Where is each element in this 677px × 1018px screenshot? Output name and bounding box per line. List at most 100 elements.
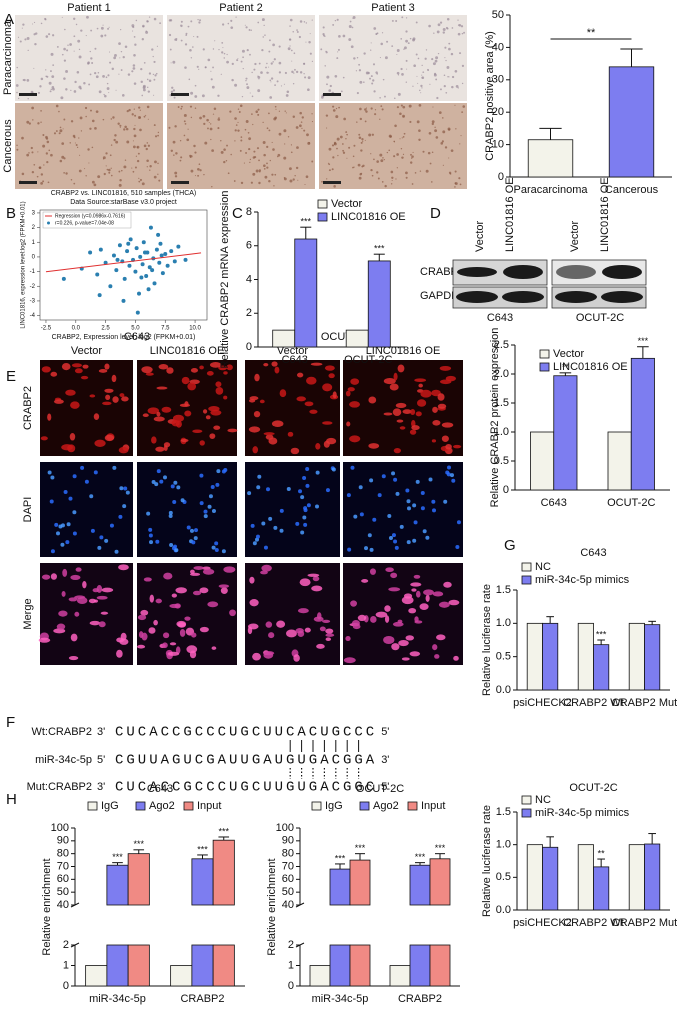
cell: [162, 632, 170, 639]
texture: [251, 95, 254, 98]
y-tick-label: 70: [57, 860, 69, 872]
texture: [411, 155, 414, 158]
band: [601, 291, 643, 303]
texture: [299, 124, 302, 128]
y-tick-label: 40: [282, 899, 294, 911]
significance: ***: [112, 852, 123, 862]
texture: [142, 25, 145, 28]
texture: [326, 178, 328, 180]
texture: [379, 97, 381, 99]
texture: [371, 133, 374, 136]
texture: [138, 106, 141, 109]
column-label: Vector: [71, 345, 103, 357]
point: [134, 246, 139, 251]
texture: [386, 151, 389, 154]
cell: [50, 371, 58, 377]
texture: [370, 75, 373, 78]
texture: [87, 148, 90, 151]
cell: [114, 549, 119, 554]
cell: [345, 635, 351, 642]
texture: [227, 22, 230, 25]
cell: [211, 508, 216, 513]
texture: [358, 69, 362, 72]
texture: [400, 38, 403, 40]
texture: [332, 156, 335, 159]
cell: [414, 616, 419, 623]
texture: [109, 154, 112, 157]
y-tick-label: 90: [282, 835, 294, 847]
texture: [278, 110, 281, 112]
texture: [154, 160, 157, 164]
texture: [245, 120, 249, 123]
texture: [245, 152, 247, 154]
y-tick-label: 40: [492, 41, 504, 53]
cell: [62, 568, 68, 577]
cell: [214, 541, 219, 546]
texture: [51, 75, 55, 79]
sequence: CUCACCGCCCUGCUU: [115, 725, 286, 741]
cell: [40, 436, 48, 441]
texture: [241, 95, 244, 98]
texture: [421, 87, 423, 89]
cell: [392, 621, 404, 627]
bar: [608, 66, 655, 178]
texture: [376, 160, 379, 163]
panel-letter: G: [504, 537, 516, 554]
cell: [391, 533, 396, 538]
texture: [434, 129, 438, 133]
texture: [24, 38, 27, 41]
texture: [110, 144, 113, 146]
texture: [141, 94, 144, 97]
texture: [303, 73, 305, 75]
cell: [175, 646, 181, 654]
texture: [48, 149, 51, 152]
cell: [119, 486, 124, 491]
texture: [257, 75, 259, 77]
cell: [322, 619, 331, 624]
bar: [526, 622, 543, 691]
texture: [405, 17, 408, 19]
texture: [309, 33, 311, 35]
texture: [365, 110, 368, 113]
texture: [446, 27, 449, 30]
texture: [274, 105, 277, 108]
texture: [235, 124, 238, 126]
cell: [162, 642, 168, 649]
texture: [431, 151, 434, 154]
texture: [245, 26, 248, 29]
texture: [107, 27, 110, 30]
significance: ***: [415, 852, 426, 862]
texture: [94, 47, 97, 50]
bar: [593, 866, 610, 911]
texture: [240, 181, 244, 185]
texture: [356, 121, 358, 123]
texture: [148, 79, 152, 83]
cell: [146, 511, 151, 516]
cell: [215, 386, 224, 395]
cell: [332, 391, 337, 399]
bar: [345, 329, 369, 348]
cell: [303, 522, 308, 527]
point: [147, 265, 152, 270]
cell: [70, 574, 81, 581]
cell: [325, 628, 334, 634]
cell: [252, 541, 257, 546]
texture: [220, 140, 222, 142]
cell: [190, 569, 195, 574]
texture: [288, 167, 292, 171]
texture: [360, 149, 363, 152]
texture: [139, 178, 143, 182]
texture: [78, 55, 82, 59]
texture: [190, 91, 194, 95]
texture: [261, 49, 264, 52]
texture: [363, 81, 365, 83]
texture: [37, 122, 40, 125]
texture: [287, 136, 290, 138]
scale-bar: [19, 181, 37, 184]
texture: [298, 35, 301, 39]
cell: [179, 628, 186, 637]
y-tick-label: 1.5: [494, 397, 509, 409]
texture: [258, 181, 261, 185]
texture: [409, 120, 412, 124]
cell: [55, 531, 60, 536]
